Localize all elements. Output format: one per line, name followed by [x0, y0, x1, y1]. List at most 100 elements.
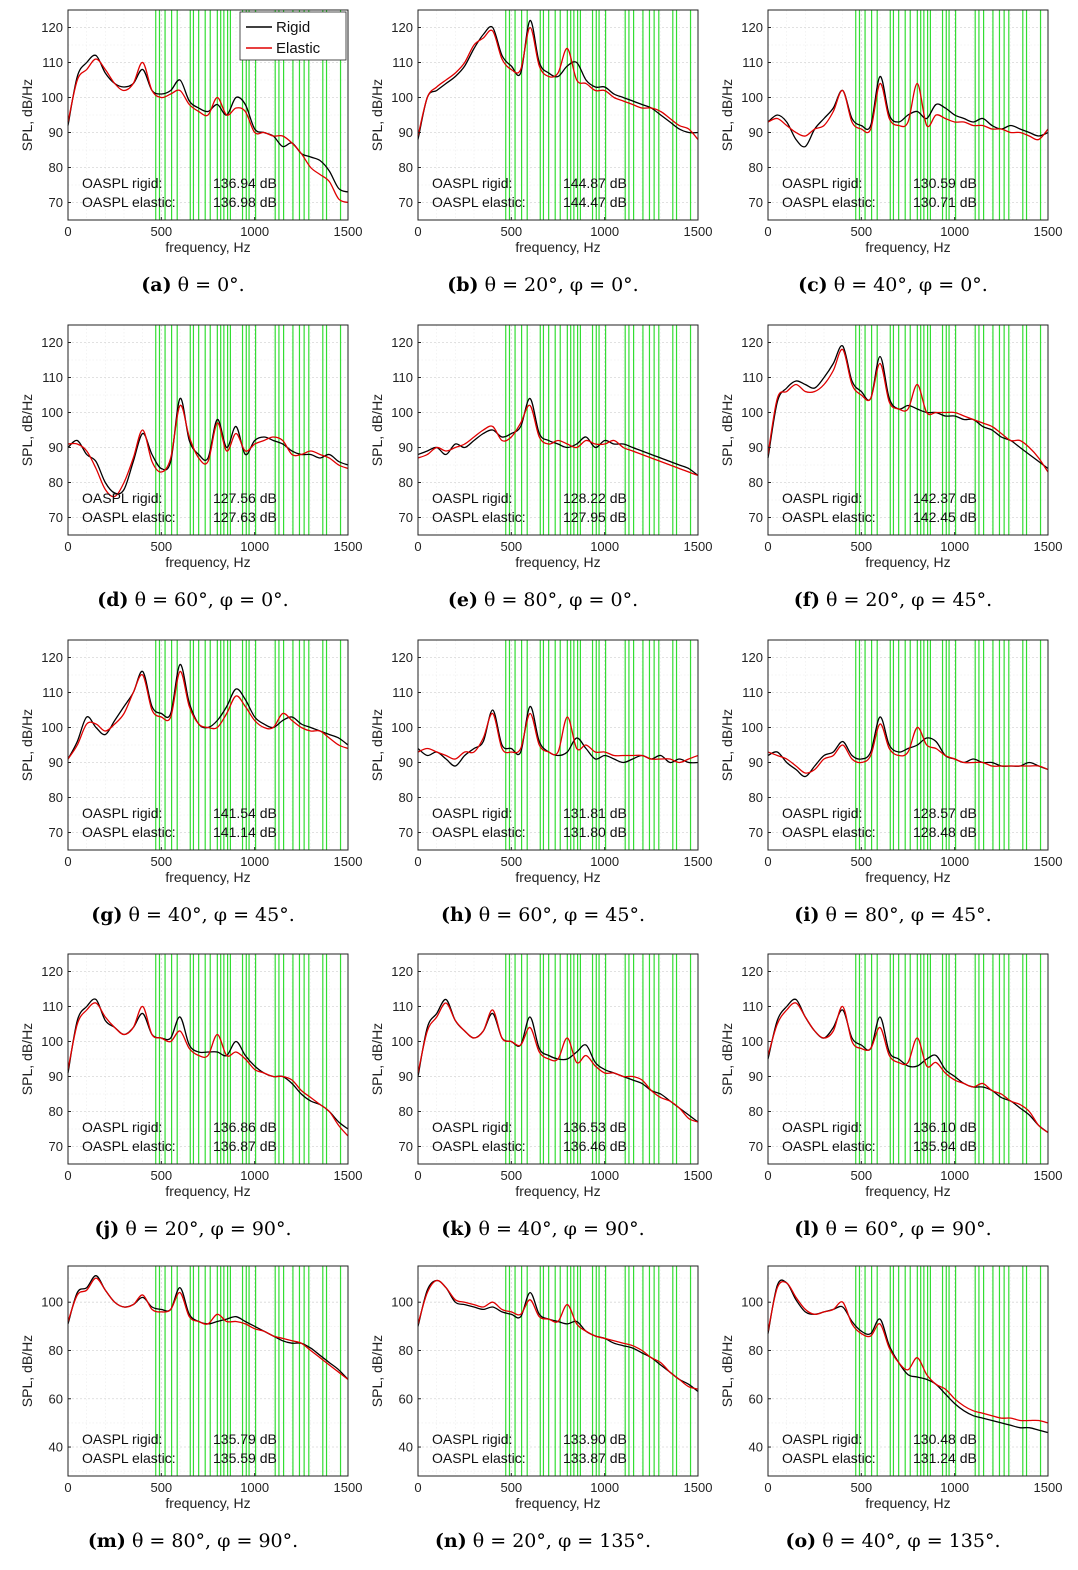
- oaspl-rigid-label: OASPL rigid:: [82, 175, 162, 191]
- oaspl-rigid-label: OASPL rigid:: [432, 1119, 512, 1135]
- oaspl-rigid-label: OASPL rigid:: [782, 175, 862, 191]
- subfigure-caption: (f) θ = 20°, φ = 45°.: [718, 589, 1068, 611]
- x-axis-label: frequency, Hz: [165, 869, 250, 885]
- caption-label: (n): [434, 1530, 467, 1552]
- caption-text: θ = 60°, φ = 0°.: [128, 589, 289, 611]
- y-tick-label: 100: [41, 720, 63, 735]
- y-axis-label: SPL, dB/Hz: [369, 394, 385, 466]
- plot-frame: [767, 1265, 1049, 1477]
- y-tick-label: 80: [49, 475, 63, 490]
- x-tick-label: 1500: [684, 854, 713, 869]
- y-tick-label: 110: [42, 370, 63, 385]
- plot-frame: [417, 953, 699, 1165]
- y-tick-label: 110: [392, 999, 413, 1014]
- oaspl-elastic-label: OASPL elastic:: [82, 194, 176, 210]
- y-axis-label: SPL, dB/Hz: [369, 1335, 385, 1407]
- x-tick-label: 500: [850, 854, 872, 869]
- caption-text: θ = 20°, φ = 90°.: [119, 1218, 292, 1240]
- oaspl-elastic-value: 135.94 dB: [913, 1138, 977, 1154]
- x-tick-label: 0: [414, 224, 421, 239]
- x-tick-label: 0: [764, 539, 771, 554]
- chart-svg: 0 500 1000 1500 70 80 90 100 110 120 frequency, Hz…: [19, 9, 362, 255]
- oaspl-elastic-value: 136.87 dB: [213, 1138, 277, 1154]
- y-tick-label: 100: [391, 720, 413, 735]
- oaspl-rigid-label: OASPL rigid:: [82, 805, 162, 821]
- oaspl-rigid-label: OASPL rigid:: [782, 490, 862, 506]
- subfigure-caption: (d) θ = 60°, φ = 0°.: [18, 589, 368, 611]
- caption-label: (g): [91, 904, 123, 926]
- oaspl-rigid-value: 128.22 dB: [563, 490, 627, 506]
- x-tick-label: 0: [414, 854, 421, 869]
- oaspl-rigid-value: 133.90 dB: [563, 1431, 627, 1447]
- y-tick-label: 40: [749, 1440, 763, 1455]
- oaspl-elastic-value: 142.45 dB: [913, 509, 977, 525]
- y-tick-label: 120: [741, 335, 763, 350]
- y-tick-label: 40: [399, 1440, 413, 1455]
- x-tick-label: 1000: [940, 1480, 969, 1495]
- x-tick-label: 0: [764, 1480, 771, 1495]
- y-axis-label: SPL, dB/Hz: [369, 1023, 385, 1095]
- y-tick-label: 120: [391, 964, 413, 979]
- x-axis-label: frequency, Hz: [515, 1183, 600, 1199]
- x-tick-label: 500: [150, 539, 172, 554]
- y-tick-label: 120: [391, 20, 413, 35]
- subfigure-caption: (n) θ = 20°, φ = 135°.: [368, 1530, 718, 1552]
- x-tick-label: 0: [764, 1168, 771, 1183]
- x-tick-label: 1500: [684, 539, 713, 554]
- y-tick-label: 100: [741, 1295, 763, 1310]
- caption-label: (m): [87, 1530, 126, 1552]
- x-axis-label: frequency, Hz: [865, 1183, 950, 1199]
- y-tick-label: 80: [49, 160, 63, 175]
- chart-svg: 0 500 1000 1500 40 60 80 100 frequency, Hz SPL, d…: [19, 1265, 362, 1511]
- y-tick-label: 100: [41, 405, 63, 420]
- x-tick-label: 500: [850, 1168, 872, 1183]
- y-tick-label: 70: [749, 510, 763, 525]
- elastic-line: [767, 82, 1049, 141]
- subplot-e: 0 500 1000 1500 70 80 90 100 110 120 frequency, Hz…: [368, 317, 718, 629]
- y-tick-label: 100: [741, 405, 763, 420]
- x-axis-label: frequency, Hz: [515, 239, 600, 255]
- x-tick-label: 500: [500, 224, 522, 239]
- oaspl-rigid-label: OASPL rigid:: [82, 490, 162, 506]
- x-tick-label: 500: [850, 539, 872, 554]
- elastic-line: [67, 1002, 349, 1137]
- y-tick-label: 100: [741, 90, 763, 105]
- oaspl-elastic-label: OASPL elastic:: [432, 1450, 526, 1466]
- x-axis-label: frequency, Hz: [165, 1183, 250, 1199]
- y-tick-label: 60: [49, 1391, 63, 1406]
- subplot-d: 0 500 1000 1500 70 80 90 100 110 120 frequency, Hz…: [18, 317, 368, 629]
- caption-text: θ = 40°, φ = 90°.: [472, 1218, 645, 1240]
- y-tick-label: 70: [399, 1139, 413, 1154]
- oaspl-rigid-value: 130.48 dB: [913, 1431, 977, 1447]
- major-grid: [67, 1266, 349, 1476]
- x-axis-label: frequency, Hz: [165, 239, 250, 255]
- oaspl-elastic-label: OASPL elastic:: [82, 824, 176, 840]
- y-tick-label: 80: [749, 160, 763, 175]
- chart-svg: 0 500 1000 1500 70 80 90 100 110 120 frequency, Hz…: [369, 953, 713, 1199]
- x-tick-label: 1000: [940, 224, 969, 239]
- y-tick-label: 80: [399, 160, 413, 175]
- oaspl-rigid-label: OASPL rigid:: [82, 1119, 162, 1135]
- oaspl-elastic-label: OASPL elastic:: [82, 1450, 176, 1466]
- plot-frame: [767, 639, 1049, 851]
- y-tick-label: 90: [49, 125, 63, 140]
- x-tick-label: 1500: [684, 1168, 713, 1183]
- caption-label: (b): [447, 274, 479, 296]
- x-tick-label: 1000: [940, 854, 969, 869]
- elastic-line: [67, 404, 349, 498]
- caption-label: (e): [447, 589, 478, 611]
- oaspl-rigid-label: OASPL rigid:: [432, 805, 512, 821]
- oaspl-rigid-value: 141.54 dB: [213, 805, 277, 821]
- oaspl-elastic-value: 131.24 dB: [913, 1450, 977, 1466]
- y-tick-label: 110: [742, 999, 763, 1014]
- caption-label: (j): [94, 1218, 120, 1240]
- elastic-line: [767, 348, 1049, 473]
- x-tick-label: 500: [150, 224, 172, 239]
- caption-text: θ = 60°, φ = 90°.: [819, 1218, 992, 1240]
- caption-label: (c): [798, 274, 828, 296]
- oaspl-rigid-label: OASPL rigid:: [432, 1431, 512, 1447]
- plot-frame: [767, 953, 1049, 1165]
- y-axis-label: SPL, dB/Hz: [19, 709, 35, 781]
- y-tick-label: 70: [49, 1139, 63, 1154]
- y-tick-label: 110: [42, 685, 63, 700]
